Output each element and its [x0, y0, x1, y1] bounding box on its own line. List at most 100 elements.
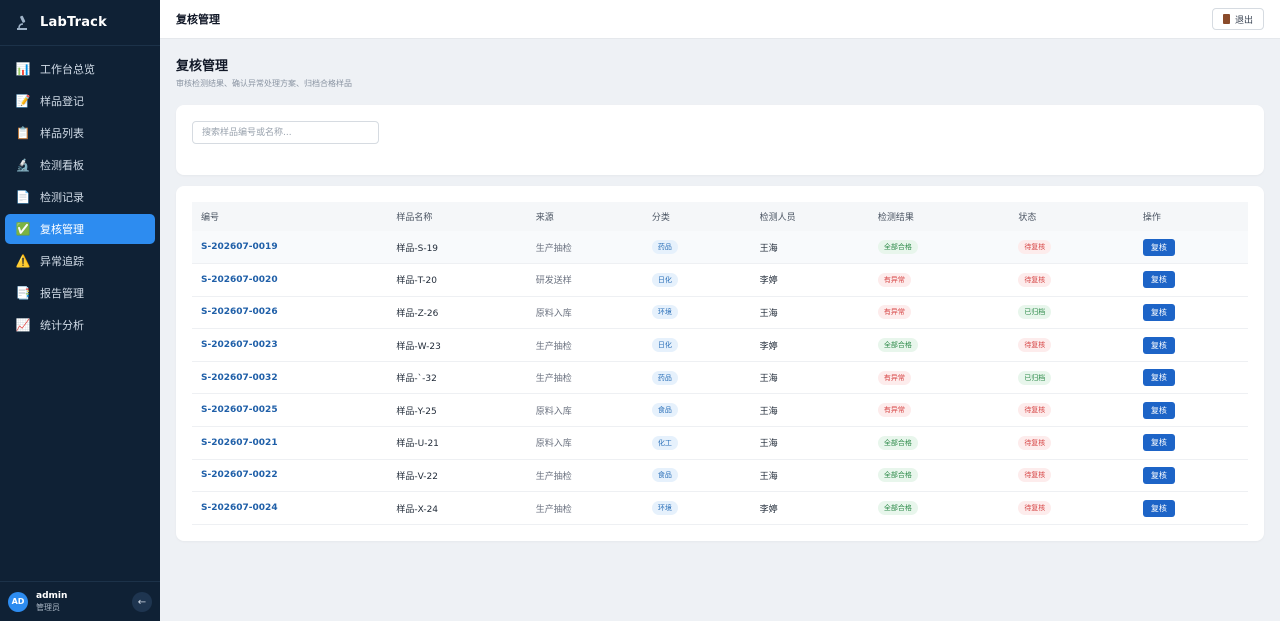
cell-name: 样品-U-21	[387, 426, 527, 460]
app-name: LabTrack	[40, 15, 107, 30]
column-header: 操作	[1142, 213, 1161, 223]
report-icon: 📑	[15, 286, 31, 300]
review-button[interactable]: 复核	[1142, 434, 1175, 452]
sample-code-link[interactable]: S-202607-0022	[192, 459, 388, 493]
result-badge: 全部合格	[877, 240, 918, 255]
review-button[interactable]: 复核	[1142, 466, 1175, 484]
sample-code-link[interactable]: S-202607-0021	[192, 426, 388, 460]
collapse-sidebar-button[interactable]: ←	[132, 592, 152, 612]
column-header: 编号	[201, 213, 220, 223]
cell-name: 样品-S-19	[387, 231, 527, 265]
cell-name: 样品-T-20	[387, 263, 527, 297]
cell-source: 原料入库	[526, 426, 643, 460]
review-button[interactable]: 复核	[1142, 499, 1175, 517]
search-input[interactable]	[192, 121, 379, 144]
sidebar-item-label: 复核管理	[40, 223, 84, 236]
table-row: S-202607-0025 样品-Y-25 原料入库 食品 王海 有异常 待复核 复核	[192, 393, 1248, 428]
sidebar-item-label: 检测看板	[40, 159, 84, 172]
cell-inspector: 王海	[750, 231, 869, 265]
cell-source: 生产抽检	[526, 231, 643, 265]
cell-inspector: 王海	[750, 361, 869, 395]
status-badge: 待复核	[1018, 338, 1052, 353]
memo-icon: 📝	[15, 94, 31, 108]
cell-inspector: 王海	[750, 426, 869, 460]
brand: LabTrack	[0, 0, 160, 46]
status-badge: 待复核	[1018, 501, 1052, 516]
page-title: 复核管理	[176, 59, 229, 74]
status-badge: 已归档	[1018, 305, 1052, 320]
cell-inspector: 李婷	[750, 328, 869, 362]
category-badge: 食品	[651, 468, 678, 483]
result-badge: 有异常	[877, 305, 911, 320]
category-badge: 药品	[651, 370, 678, 385]
cell-source: 研发送样	[526, 263, 643, 297]
review-button[interactable]: 复核	[1142, 401, 1175, 419]
sample-code-link[interactable]: S-202607-0026	[192, 296, 388, 330]
result-badge: 有异常	[877, 403, 911, 418]
arrow-left-icon: ←	[137, 596, 147, 608]
table-row: S-202607-0019 样品-S-19 生产抽检 药品 王海 全部合格 待复核 复核	[192, 231, 1248, 265]
sample-code-link[interactable]: S-202607-0024	[192, 491, 388, 525]
sidebar-item-7[interactable]: 📑 报告管理	[5, 278, 155, 308]
category-badge: 日化	[651, 272, 678, 287]
sample-code-link[interactable]: S-202607-0019	[192, 231, 388, 265]
clipboard-icon: 📋	[15, 126, 31, 140]
logout-label: 退出	[1234, 15, 1253, 26]
sidebar-item-2[interactable]: 📋 样品列表	[5, 118, 155, 148]
cell-source: 生产抽检	[526, 361, 643, 395]
review-table: 编号 样品名称 来源 分类 检测人员 检测结果 状态 操作 S-202607-0019 样品-S…	[192, 202, 1248, 525]
microscope-icon	[14, 15, 30, 31]
sidebar-item-0[interactable]: 📊 工作台总览	[5, 54, 155, 84]
user-role: 管理员	[36, 603, 60, 612]
document-icon: 📄	[15, 190, 31, 204]
review-button[interactable]: 复核	[1142, 336, 1175, 354]
result-badge: 全部合格	[877, 468, 918, 483]
table-row: S-202607-0021 样品-U-21 原料入库 化工 王海 全部合格 待复核 复核	[192, 426, 1248, 460]
sidebar-item-label: 统计分析	[40, 319, 84, 332]
table-row: S-202607-0024 样品-X-24 生产抽检 环境 李婷 全部合格 待复核 复核	[192, 491, 1248, 525]
sidebar-item-6[interactable]: ⚠️ 异常追踪	[5, 246, 155, 276]
sample-code-link[interactable]: S-202607-0025	[192, 393, 388, 428]
column-header: 检测结果	[877, 213, 914, 223]
column-header: 检测人员	[759, 213, 796, 223]
sidebar-item-label: 异常追踪	[40, 255, 84, 268]
sidebar-item-1[interactable]: 📝 样品登记	[5, 86, 155, 116]
category-badge: 日化	[651, 338, 678, 353]
result-badge: 有异常	[877, 272, 911, 287]
warning-icon: ⚠️	[15, 254, 31, 268]
result-badge: 全部合格	[877, 501, 918, 516]
review-button[interactable]: 复核	[1142, 369, 1175, 387]
sample-code-link[interactable]: S-202607-0032	[192, 361, 388, 395]
cell-inspector: 王海	[750, 459, 869, 493]
sidebar-item-label: 样品列表	[40, 127, 84, 140]
sidebar-item-8[interactable]: 📈 统计分析	[5, 310, 155, 340]
sidebar-item-label: 报告管理	[40, 287, 84, 300]
category-badge: 化工	[651, 435, 678, 450]
sample-code-link[interactable]: S-202607-0020	[192, 263, 388, 297]
search-card	[176, 105, 1264, 175]
column-header: 状态	[1018, 213, 1037, 223]
column-header: 样品名称	[396, 213, 433, 223]
sidebar-item-4[interactable]: 📄 检测记录	[5, 182, 155, 212]
logout-button[interactable]: 退出	[1211, 8, 1264, 30]
cell-source: 原料入库	[526, 296, 643, 330]
sidebar-item-label: 检测记录	[40, 191, 84, 204]
cell-source: 生产抽检	[526, 459, 643, 493]
topbar-title: 复核管理	[176, 13, 220, 26]
cell-inspector: 王海	[750, 393, 869, 428]
status-badge: 待复核	[1018, 403, 1052, 418]
table-row: S-202607-0026 样品-Z-26 原料入库 环境 王海 有异常 已归档 复核	[192, 296, 1248, 330]
content: 复核管理 审核检测结果、确认异常处理方案、归档合格样品 编号 样品名称 来源 分类 检测…	[160, 39, 1280, 557]
avatar[interactable]: AD	[8, 591, 28, 612]
topbar: 复核管理 退出	[160, 0, 1280, 39]
review-button[interactable]: 复核	[1142, 303, 1175, 321]
cell-source: 生产抽检	[526, 328, 643, 362]
sidebar-item-3[interactable]: 🔬 检测看板	[5, 150, 155, 180]
review-button[interactable]: 复核	[1142, 238, 1175, 256]
sidebar-item-5[interactable]: ✅ 复核管理	[5, 214, 155, 244]
review-button[interactable]: 复核	[1142, 271, 1175, 289]
sample-code-link[interactable]: S-202607-0023	[192, 328, 388, 362]
category-badge: 食品	[651, 403, 678, 418]
cell-source: 原料入库	[526, 393, 643, 428]
